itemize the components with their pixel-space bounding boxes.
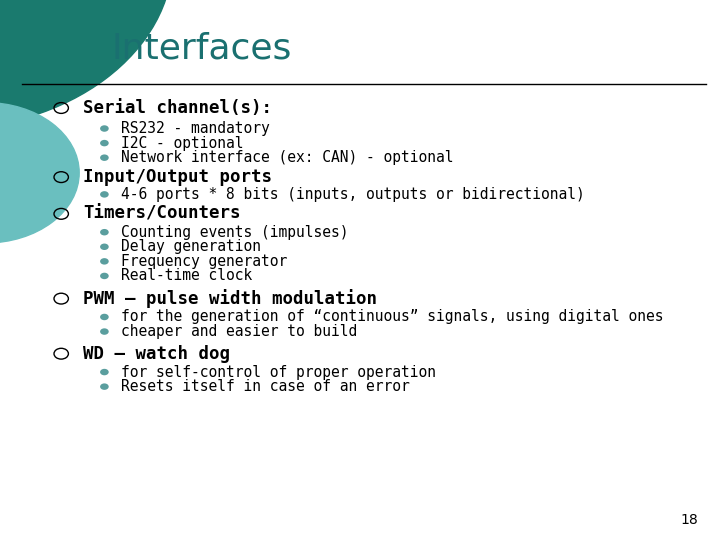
Text: PWM – pulse width modulation: PWM – pulse width modulation — [83, 289, 377, 308]
Text: Timers/Counters: Timers/Counters — [83, 205, 240, 223]
Circle shape — [100, 154, 109, 161]
Text: Frequency generator: Frequency generator — [121, 254, 287, 269]
Text: for the generation of “continuous” signals, using digital ones: for the generation of “continuous” signa… — [121, 309, 663, 325]
Circle shape — [100, 244, 109, 250]
Text: RS232 - mandatory: RS232 - mandatory — [121, 121, 270, 136]
Circle shape — [100, 328, 109, 335]
Text: I2C - optional: I2C - optional — [121, 136, 243, 151]
Circle shape — [100, 125, 109, 132]
Text: Delay generation: Delay generation — [121, 239, 261, 254]
Text: Counting events (impulses): Counting events (impulses) — [121, 225, 348, 240]
Text: Network interface (ex: CAN) - optional: Network interface (ex: CAN) - optional — [121, 150, 454, 165]
Text: 4-6 ports * 8 bits (inputs, outputs or bidirectional): 4-6 ports * 8 bits (inputs, outputs or b… — [121, 187, 585, 202]
Circle shape — [100, 383, 109, 390]
Text: Resets itself in case of an error: Resets itself in case of an error — [121, 379, 410, 394]
Text: Interfaces: Interfaces — [112, 32, 292, 65]
Circle shape — [100, 314, 109, 320]
Circle shape — [0, 0, 173, 130]
Text: for self-control of proper operation: for self-control of proper operation — [121, 364, 436, 380]
Text: cheaper and easier to build: cheaper and easier to build — [121, 324, 357, 339]
Text: Serial channel(s):: Serial channel(s): — [83, 99, 272, 117]
Circle shape — [100, 229, 109, 235]
Circle shape — [100, 191, 109, 198]
Text: Input/Output ports: Input/Output ports — [83, 168, 272, 186]
Circle shape — [100, 258, 109, 265]
Circle shape — [100, 140, 109, 146]
Circle shape — [100, 273, 109, 279]
Circle shape — [100, 369, 109, 375]
Text: Real-time clock: Real-time clock — [121, 268, 252, 284]
Text: WD – watch dog: WD – watch dog — [83, 345, 230, 363]
Text: 18: 18 — [680, 512, 698, 526]
Circle shape — [0, 103, 79, 243]
